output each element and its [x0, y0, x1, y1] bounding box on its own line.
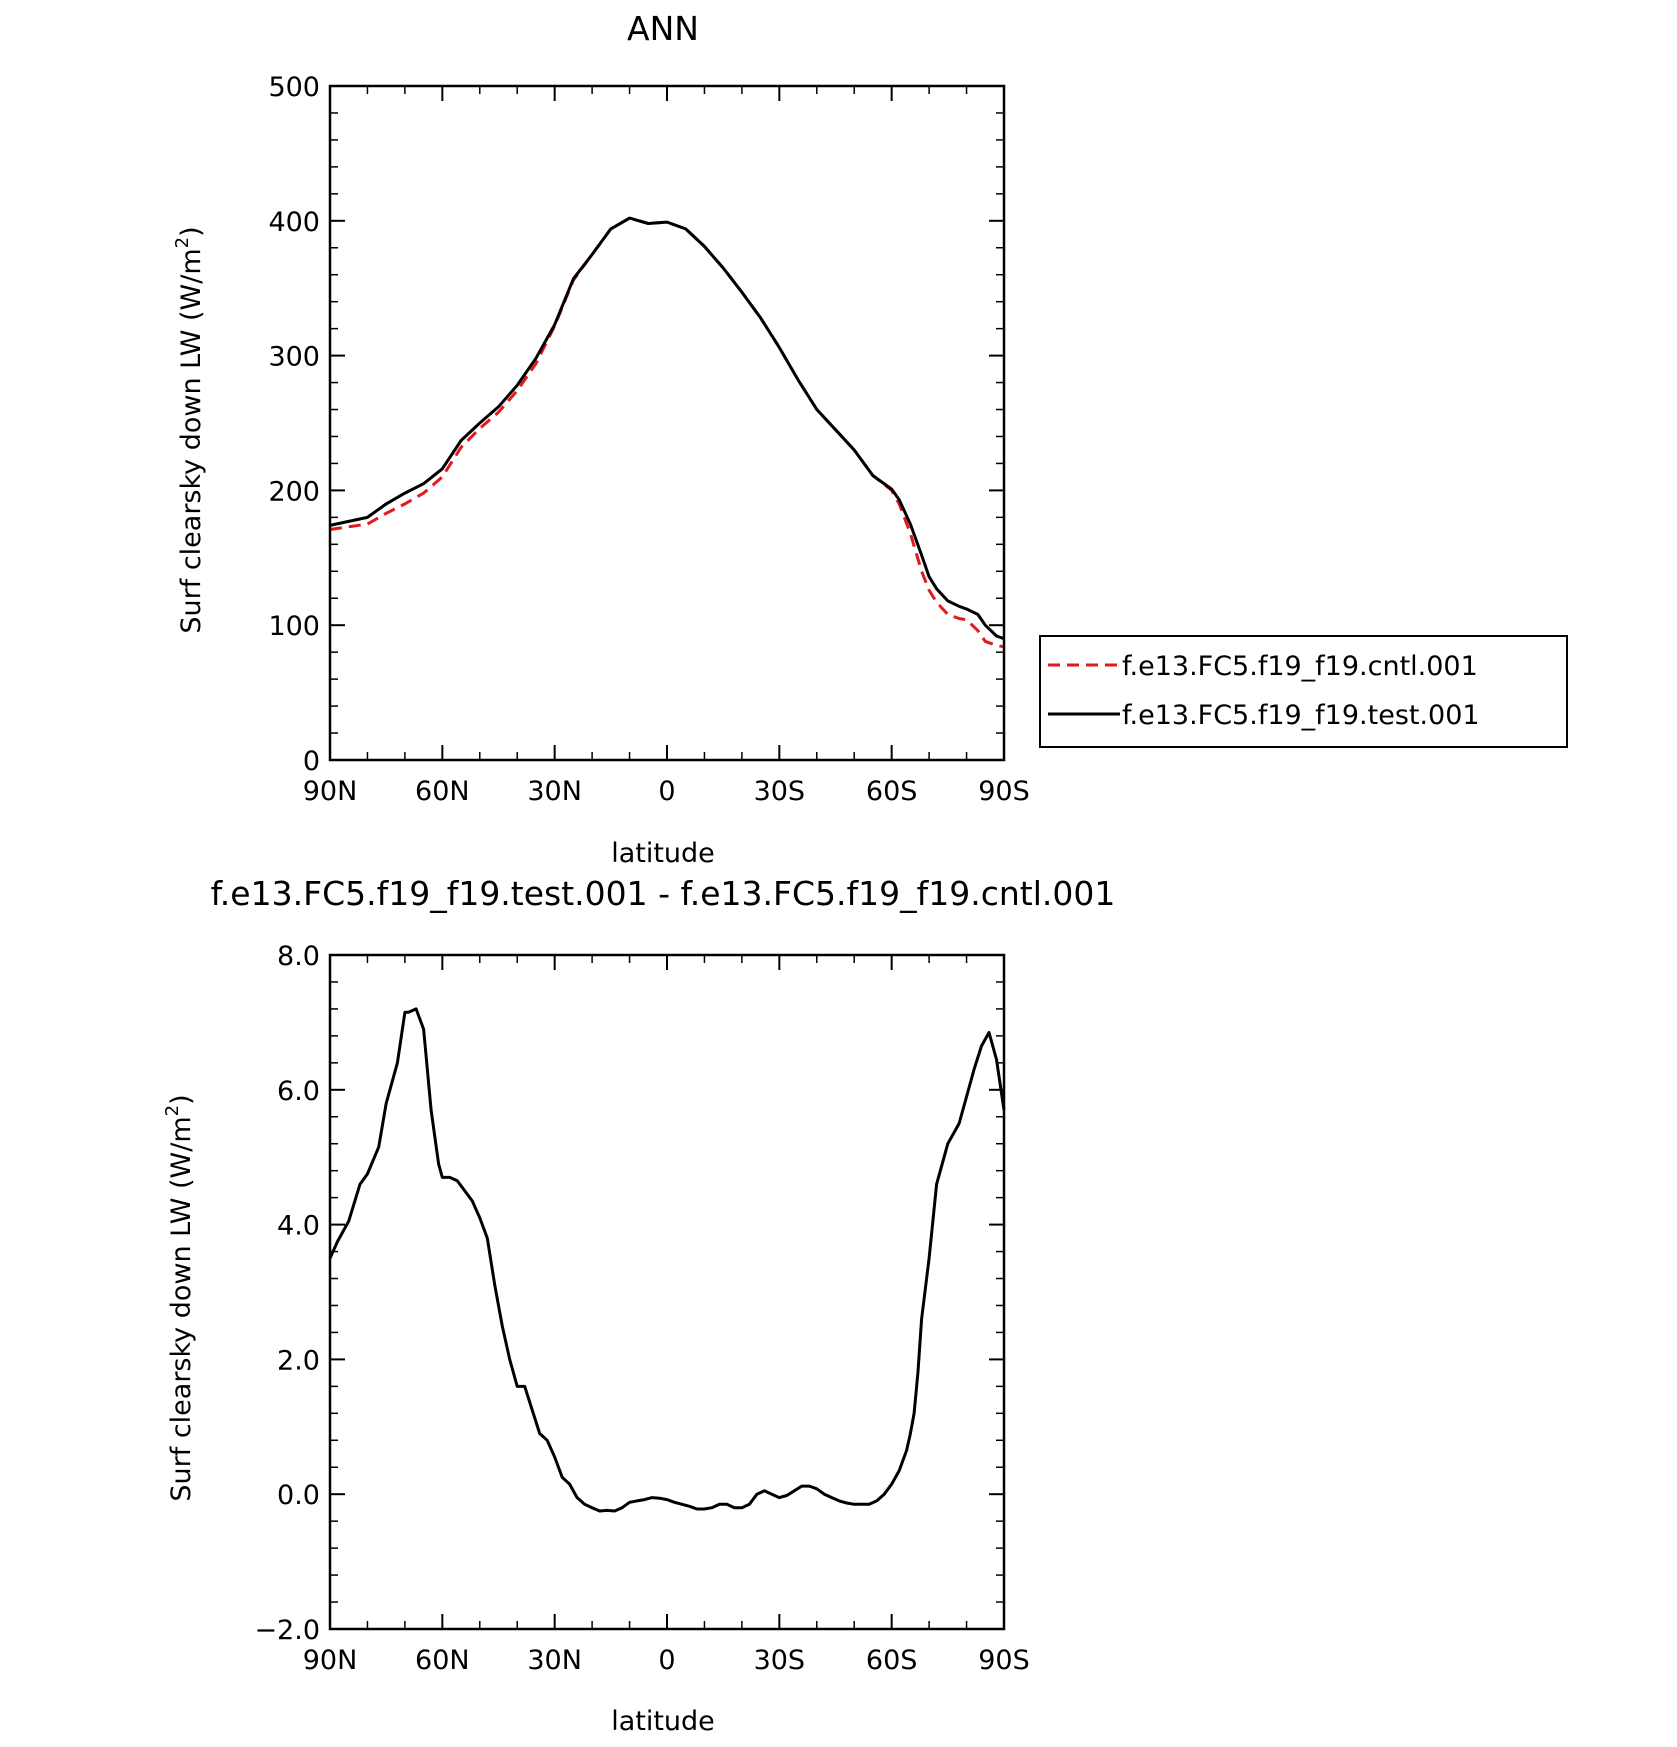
bottom-y-tick-label: 0.0	[277, 1480, 320, 1511]
top-y-tick-label: 300	[268, 342, 320, 373]
bottom-y-axis-label-text: Surf clearsky down LW (W/m2)	[162, 1094, 197, 1501]
top-y-axis-label-main: Surf clearsky down LW (W/m	[176, 248, 207, 633]
top-x-tick-label: 90N	[303, 776, 358, 807]
top-x-tick-label: 30S	[754, 776, 806, 807]
top-y-tick-label: 0	[303, 746, 320, 777]
bottom-series-line-0	[328, 1007, 1006, 1513]
bottom-x-tick-label: 60N	[415, 1645, 470, 1676]
top-series-line-1	[329, 216, 1005, 641]
top-y-tick-label: 100	[268, 611, 320, 642]
top-panel: ANN Surf clearsky down LW (W/m2) latitud…	[172, 9, 1030, 869]
top-x-tick-label: 60S	[866, 776, 918, 807]
bottom-x-tick-label: 90S	[978, 1645, 1030, 1676]
top-y-tick-label: 500	[268, 72, 320, 103]
bottom-y-tick-label: −2.0	[254, 1615, 320, 1646]
bottom-x-tick-label: 60S	[866, 1645, 918, 1676]
top-x-tick-label: 60N	[415, 776, 470, 807]
top-y-axis-label-sup: 2	[172, 237, 193, 248]
bottom-ticks: −2.0 0.0 2.0 4.0 6.0 8.0 90N 60N 30N 0 30S 60S 90S	[254, 941, 1029, 1676]
bottom-x-tick-label: 30S	[754, 1645, 806, 1676]
bottom-y-tick-label: 6.0	[277, 1076, 320, 1107]
bottom-y-axis-label-end: )	[166, 1094, 197, 1105]
top-plot-frame	[328, 84, 1006, 762]
legend: f.e13.FC5.f19_f19.cntl.001 f.e13.FC5.f19…	[1039, 635, 1568, 748]
bottom-y-axis-label-main: Surf clearsky down LW (W/m	[166, 1116, 197, 1501]
bottom-panel: f.e13.FC5.f19_f19.test.001 - f.e13.FC5.f…	[162, 874, 1115, 1737]
bottom-y-tick-label: 4.0	[277, 1211, 320, 1242]
top-x-axis-label: latitude	[611, 838, 715, 869]
top-y-tick-label: 400	[268, 207, 320, 238]
legend-box	[1039, 635, 1568, 748]
bottom-series-lines	[328, 1007, 1006, 1513]
bottom-y-axis-label-sup: 2	[162, 1105, 183, 1116]
bottom-y-axis-label: Surf clearsky down LW (W/m2)	[162, 1094, 197, 1501]
top-ticks: 0 100 200 300 400 500 90N 60N 30N 0 30S 60S 90S	[268, 72, 1029, 807]
top-x-tick-label: 90S	[978, 776, 1030, 807]
top-x-tick-label: 30N	[527, 776, 582, 807]
legend-label-test: f.e13.FC5.f19_f19.test.001	[1122, 700, 1480, 731]
bottom-x-axis-label: latitude	[611, 1706, 715, 1737]
bottom-x-tick-label: 30N	[527, 1645, 582, 1676]
bottom-chart-title: f.e13.FC5.f19_f19.test.001 - f.e13.FC5.f…	[211, 874, 1116, 913]
top-y-axis-label: Surf clearsky down LW (W/m2)	[172, 226, 207, 633]
top-series-lines	[329, 216, 1005, 649]
legend-label-cntl: f.e13.FC5.f19_f19.cntl.001	[1122, 651, 1478, 682]
bottom-x-tick-label: 0	[658, 1645, 675, 1676]
top-x-tick-label: 0	[658, 776, 675, 807]
top-y-axis-label-end: )	[176, 226, 207, 237]
top-chart-title: ANN	[627, 9, 699, 48]
bottom-x-tick-label: 90N	[303, 1645, 358, 1676]
bottom-plot-frame	[328, 953, 1006, 1631]
top-y-tick-label: 200	[268, 476, 320, 507]
bottom-y-tick-label: 8.0	[277, 941, 320, 972]
bottom-y-tick-label: 2.0	[277, 1345, 320, 1376]
top-y-axis-label-text: Surf clearsky down LW (W/m2)	[172, 226, 207, 633]
